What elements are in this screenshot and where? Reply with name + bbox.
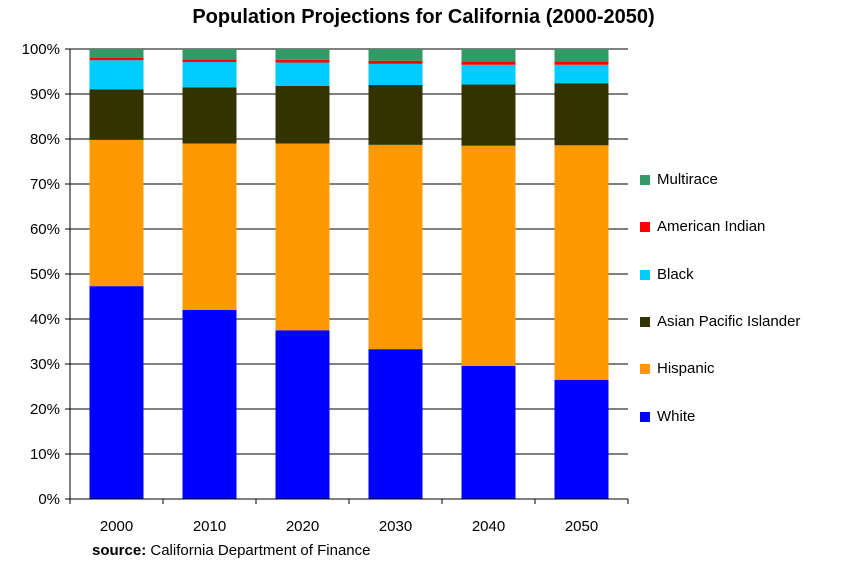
legend-swatch bbox=[640, 412, 650, 422]
bar-segment-white-2010 bbox=[183, 310, 237, 499]
y-tick-label: 90% bbox=[30, 86, 60, 103]
bar-segment-hispanic-2050 bbox=[555, 145, 609, 379]
bar-segment-american-indian-2020 bbox=[276, 60, 330, 63]
bar-segment-white-2020 bbox=[276, 330, 330, 499]
x-tick-label: 2040 bbox=[472, 518, 505, 535]
bar-segment-white-2000 bbox=[90, 286, 144, 499]
bar-segment-asian-pacific-islander-2000 bbox=[90, 90, 144, 140]
x-tick-label: 2020 bbox=[286, 518, 319, 535]
bar-segment-asian-pacific-islander-2040 bbox=[462, 85, 516, 146]
gridlines bbox=[70, 49, 628, 454]
bar-segment-multirace-2000 bbox=[90, 49, 144, 58]
y-tick-label: 10% bbox=[30, 446, 60, 463]
bar-segment-multirace-2030 bbox=[369, 49, 423, 61]
bar-segment-asian-pacific-islander-2030 bbox=[369, 85, 423, 145]
legend-swatch bbox=[640, 317, 650, 327]
bar-segment-white-2050 bbox=[555, 380, 609, 499]
bar-segment-asian-pacific-islander-2020 bbox=[276, 86, 330, 144]
bar-segment-american-indian-2030 bbox=[369, 61, 423, 64]
bar-segment-black-2050 bbox=[555, 65, 609, 83]
source-label: source: bbox=[92, 542, 146, 559]
legend-label: American Indian bbox=[657, 217, 765, 237]
bar-segment-hispanic-2020 bbox=[276, 144, 330, 331]
legend-label: Hispanic bbox=[657, 359, 715, 379]
bar-segment-american-indian-2040 bbox=[462, 62, 516, 65]
bar-segment-multirace-2020 bbox=[276, 49, 330, 60]
source-note: source: California Department of Finance bbox=[92, 542, 370, 559]
legend-label: Multirace bbox=[657, 170, 718, 190]
bar-segment-black-2010 bbox=[183, 62, 237, 87]
bar-segment-black-2000 bbox=[90, 60, 144, 89]
bar-segment-multirace-2010 bbox=[183, 49, 237, 59]
y-tick-label: 70% bbox=[30, 176, 60, 193]
y-tick-label: 50% bbox=[30, 266, 60, 283]
source-text: California Department of Finance bbox=[150, 542, 370, 559]
legend-label: Asian Pacific Islander bbox=[657, 312, 800, 332]
y-tick-label: 20% bbox=[30, 401, 60, 418]
bar-segment-hispanic-2000 bbox=[90, 140, 144, 286]
x-tick-label: 2010 bbox=[193, 518, 226, 535]
legend-swatch bbox=[640, 175, 650, 185]
bar-segment-hispanic-2010 bbox=[183, 144, 237, 311]
bar-segment-multirace-2040 bbox=[462, 49, 516, 62]
y-tick-label: 40% bbox=[30, 311, 60, 328]
bar-segment-hispanic-2030 bbox=[369, 145, 423, 349]
x-tick-label: 2050 bbox=[565, 518, 598, 535]
axes bbox=[65, 49, 628, 504]
bar-segment-white-2030 bbox=[369, 349, 423, 499]
bar-segment-asian-pacific-islander-2010 bbox=[183, 87, 237, 143]
x-tick-label: 2030 bbox=[379, 518, 412, 535]
bar-segment-hispanic-2040 bbox=[462, 146, 516, 366]
legend-swatch bbox=[640, 364, 650, 374]
legend-swatch bbox=[640, 222, 650, 232]
y-tick-label: 100% bbox=[22, 41, 60, 58]
bar-segment-american-indian-2050 bbox=[555, 62, 609, 65]
bar-segment-asian-pacific-islander-2050 bbox=[555, 83, 609, 145]
legend-label: White bbox=[657, 407, 695, 427]
bar-segment-white-2040 bbox=[462, 366, 516, 499]
legend-label: Black bbox=[657, 265, 694, 285]
legend-swatch bbox=[640, 270, 650, 280]
bar-segment-black-2040 bbox=[462, 65, 516, 85]
bar-segment-american-indian-2000 bbox=[90, 58, 144, 60]
y-tick-label: 60% bbox=[30, 221, 60, 238]
x-tick-label: 2000 bbox=[100, 518, 133, 535]
y-tick-label: 0% bbox=[38, 491, 60, 508]
bar-segment-black-2020 bbox=[276, 63, 330, 86]
bar-segment-black-2030 bbox=[369, 64, 423, 85]
bar-segment-multirace-2050 bbox=[555, 49, 609, 62]
y-tick-label: 30% bbox=[30, 356, 60, 373]
bar-segment-american-indian-2010 bbox=[183, 59, 237, 62]
y-tick-label: 80% bbox=[30, 131, 60, 148]
